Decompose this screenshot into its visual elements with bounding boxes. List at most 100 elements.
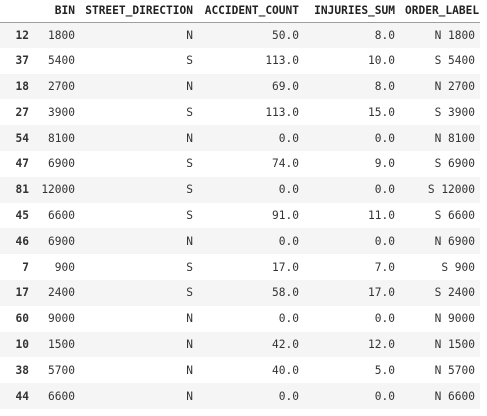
row-index-cell: 27 (15, 105, 29, 119)
bin-cell: 5400 (48, 54, 75, 68)
order-label-cell: S 12000 (427, 183, 475, 197)
street-direction-cell: N (186, 79, 193, 93)
row-index-cell: 37 (15, 54, 29, 68)
street-direction-cell: N (186, 389, 193, 403)
accident-count-column-header: ACCIDENT_COUNT (198, 0, 304, 23)
order-label-column-header: ORDER_LABEL (400, 0, 480, 23)
row-index-cell: 45 (15, 208, 29, 222)
street-direction-column-header: STREET_DIRECTION (80, 0, 198, 23)
order-label-cell: N 9000 (434, 312, 475, 326)
injuries-sum-cell: 15.0 (368, 105, 395, 119)
table-row: 10 1500 N 42.0 12.0 N 1500 (0, 331, 480, 358)
table-row: 45 6600 S 91.0 11.0 S 6600 (0, 202, 480, 229)
accident-count-cell: 50.0 (272, 28, 299, 42)
order-label-cell: N 6600 (434, 389, 475, 403)
bin-cell: 1500 (48, 337, 75, 351)
table-row: 18 2700 N 69.0 8.0 N 2700 (0, 73, 480, 100)
street-direction-cell: N (186, 337, 193, 351)
table-row: 38 5700 N 40.0 5.0 N 5700 (0, 357, 480, 384)
bin-cell: 1800 (48, 28, 75, 42)
bin-cell: 2400 (48, 286, 75, 300)
accident-count-cell: 58.0 (272, 286, 299, 300)
bin-cell: 8100 (48, 131, 75, 145)
row-index-cell: 12 (15, 28, 29, 42)
row-index-cell: 17 (15, 286, 29, 300)
row-index-cell: 44 (15, 389, 29, 403)
injuries-sum-cell: 11.0 (368, 208, 395, 222)
order-label-cell: S 5400 (434, 54, 475, 68)
row-index-cell: 46 (15, 234, 29, 248)
street-direction-cell: S (186, 54, 193, 68)
injuries-sum-cell: 0.0 (374, 183, 395, 197)
order-label-cell: S 3900 (434, 105, 475, 119)
street-direction-cell: N (186, 234, 193, 248)
accident-count-cell: 113.0 (265, 54, 299, 68)
injuries-sum-cell: 8.0 (374, 28, 395, 42)
street-direction-cell: S (186, 208, 193, 222)
table-row: 54 8100 N 0.0 0.0 N 8100 (0, 125, 480, 151)
table-row: 37 5400 S 113.0 10.0 S 5400 (0, 47, 480, 74)
row-index-cell: 54 (15, 131, 29, 145)
accident-count-cell: 40.0 (272, 363, 299, 377)
bin-cell: 6900 (48, 234, 75, 248)
injuries-sum-cell: 17.0 (368, 286, 395, 300)
table-header: BIN STREET_DIRECTION ACCIDENT_COUNT INJU… (0, 0, 480, 23)
row-index-cell: 47 (15, 157, 29, 171)
street-direction-cell: S (186, 286, 193, 300)
street-direction-cell: S (186, 260, 193, 274)
table-row: 12 1800 N 50.0 8.0 N 1800 (0, 22, 480, 48)
accident-count-cell: 0.0 (278, 183, 299, 197)
order-label-cell: N 1500 (434, 337, 475, 351)
row-index-cell: 10 (15, 337, 29, 351)
bin-cell: 900 (54, 260, 75, 274)
injuries-sum-cell: 12.0 (368, 337, 395, 351)
street-direction-cell: S (186, 105, 193, 119)
bin-cell: 12000 (41, 183, 75, 197)
injuries-sum-column-header: INJURIES_SUM (304, 0, 400, 23)
injuries-sum-cell: 9.0 (374, 157, 395, 171)
dataframe-table: BIN STREET_DIRECTION ACCIDENT_COUNT INJU… (0, 0, 480, 409)
street-direction-cell: N (186, 131, 193, 145)
table-row: 27 3900 S 113.0 15.0 S 3900 (0, 99, 480, 126)
accident-count-cell: 0.0 (278, 131, 299, 145)
injuries-sum-cell: 0.0 (374, 234, 395, 248)
street-direction-cell: S (186, 157, 193, 171)
table-row: 47 6900 S 74.0 9.0 S 6900 (0, 150, 480, 177)
index-column-header (0, 0, 34, 23)
accident-count-cell: 113.0 (265, 105, 299, 119)
order-label-cell: N 5700 (434, 363, 475, 377)
order-label-cell: S 900 (441, 260, 475, 274)
bin-cell: 6600 (48, 389, 75, 403)
table-row: 60 9000 N 0.0 0.0 N 9000 (0, 305, 480, 332)
injuries-sum-cell: 0.0 (374, 389, 395, 403)
order-label-cell: S 6900 (434, 157, 475, 171)
accident-count-cell: 0.0 (278, 389, 299, 403)
order-label-cell: N 2700 (434, 79, 475, 93)
order-label-cell: S 2400 (434, 286, 475, 300)
street-direction-cell: S (186, 183, 193, 197)
order-label-cell: N 1800 (434, 28, 475, 42)
street-direction-cell: N (186, 312, 193, 326)
bin-cell: 6600 (48, 208, 75, 222)
header-row: BIN STREET_DIRECTION ACCIDENT_COUNT INJU… (0, 0, 480, 23)
bin-cell: 5700 (48, 363, 75, 377)
bin-cell: 3900 (48, 105, 75, 119)
injuries-sum-cell: 7.0 (374, 260, 395, 274)
accident-count-cell: 69.0 (272, 79, 299, 93)
bin-cell: 9000 (48, 312, 75, 326)
order-label-cell: N 8100 (434, 131, 475, 145)
street-direction-cell: N (186, 28, 193, 42)
table-row: 44 6600 N 0.0 0.0 N 6600 (0, 383, 480, 409)
injuries-sum-cell: 8.0 (374, 79, 395, 93)
accident-count-cell: 42.0 (272, 337, 299, 351)
table-row: 17 2400 S 58.0 17.0 S 2400 (0, 279, 480, 306)
row-index-cell: 38 (15, 363, 29, 377)
accident-count-cell: 0.0 (278, 234, 299, 248)
bin-cell: 6900 (48, 157, 75, 171)
injuries-sum-cell: 10.0 (368, 54, 395, 68)
injuries-sum-cell: 5.0 (374, 363, 395, 377)
accident-count-cell: 0.0 (278, 312, 299, 326)
street-direction-cell: N (186, 363, 193, 377)
row-index-cell: 81 (15, 183, 29, 197)
